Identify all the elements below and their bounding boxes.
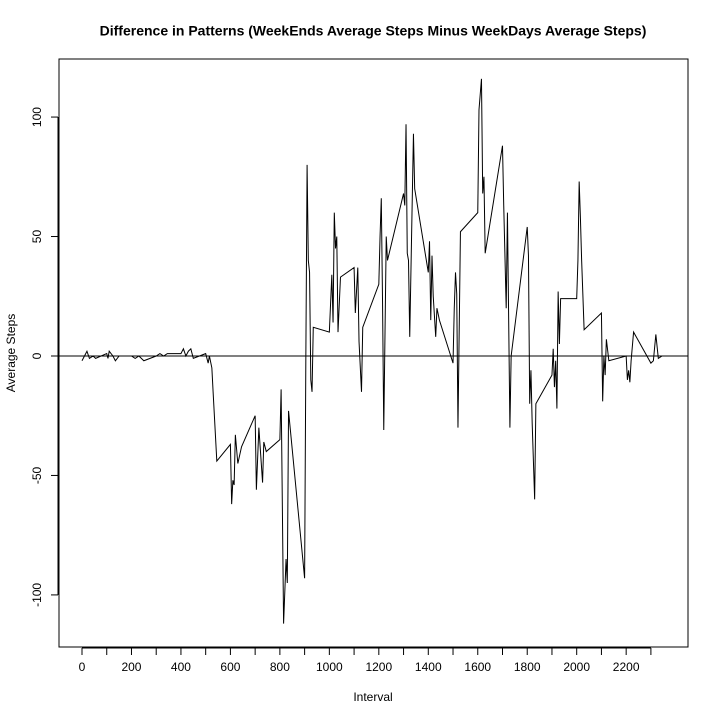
x-tick-label: 1800 — [514, 660, 541, 674]
chart-title: Difference in Patterns (WeekEnds Average… — [100, 23, 647, 39]
x-tick-label: 600 — [220, 660, 240, 674]
y-tick-label: 0 — [30, 352, 44, 359]
y-tick-label: -100 — [30, 583, 44, 607]
x-tick-label: 2200 — [613, 660, 640, 674]
x-tick-label: 1400 — [415, 660, 442, 674]
data-line — [81, 78, 665, 624]
x-axis-label: Interval — [353, 690, 392, 704]
y-axis-label: Average Steps — [4, 314, 18, 393]
x-tick-label: 1000 — [316, 660, 343, 674]
x-tick-label: 2000 — [563, 660, 590, 674]
y-tick-label: 50 — [30, 230, 44, 244]
x-tick-label: 1600 — [464, 660, 491, 674]
plot-frame — [58, 58, 689, 648]
x-tick-label: 800 — [270, 660, 290, 674]
x-tick-label: 0 — [79, 660, 86, 674]
y-tick-label: -50 — [30, 466, 44, 484]
x-tick-label: 400 — [171, 660, 191, 674]
x-tick-label: 200 — [121, 660, 141, 674]
y-tick-label: 100 — [30, 107, 44, 127]
x-tick-label: 1200 — [365, 660, 392, 674]
